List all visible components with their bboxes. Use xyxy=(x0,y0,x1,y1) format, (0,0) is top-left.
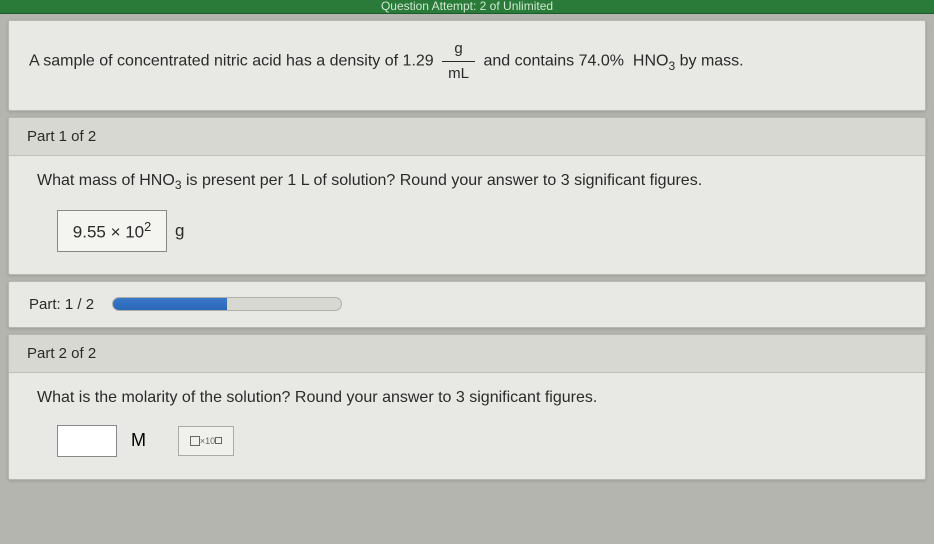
attempt-text: Question Attempt: 2 of Unlimited xyxy=(381,0,553,13)
sci-notation-button[interactable]: ×10 xyxy=(178,426,234,456)
chem-formula-base: HNO xyxy=(633,53,669,70)
question-stem-card: A sample of concentrated nitric acid has… xyxy=(8,20,926,111)
part2-body: What is the molarity of the solution? Ro… xyxy=(9,373,925,479)
part1-answer-row: 9.55 × 102 g xyxy=(57,210,905,252)
p2-pre: What is the molarity of the solution? Ro… xyxy=(37,389,456,406)
palette-label: ×10 xyxy=(200,436,215,446)
density-unit-fraction: g mL xyxy=(442,37,475,86)
p1-chem-base: HNO xyxy=(139,172,175,189)
part1-answer-input[interactable]: 9.55 × 102 xyxy=(57,210,167,252)
progress-label: Part: 1 / 2 xyxy=(29,296,94,313)
percent-value: 74.0% xyxy=(579,53,624,70)
placeholder-exp-icon xyxy=(215,437,222,444)
part2-answer-input[interactable] xyxy=(57,425,117,457)
frac-denominator: mL xyxy=(442,62,475,86)
part1-question: What mass of HNO3 is present per 1 L of … xyxy=(37,172,905,192)
stem-pre: A sample of concentrated nitric acid has… xyxy=(29,53,403,70)
part2-card: Part 2 of 2 What is the molarity of the … xyxy=(8,334,926,480)
p2-sigfigs: 3 xyxy=(456,389,465,406)
p1-unit: g xyxy=(175,221,184,241)
p1-volume: 1 L xyxy=(287,172,309,189)
part1-body: What mass of HNO3 is present per 1 L of … xyxy=(9,156,925,274)
p1-mid: is present per xyxy=(186,172,287,189)
progress-card: Part: 1 / 2 xyxy=(8,281,926,328)
p1-answer-exp: 2 xyxy=(144,219,151,234)
frac-numerator: g xyxy=(442,37,475,62)
part1-card: Part 1 of 2 What mass of HNO3 is present… xyxy=(8,117,926,275)
part2-question: What is the molarity of the solution? Ro… xyxy=(37,389,905,407)
attempt-banner: Question Attempt: 2 of Unlimited xyxy=(0,0,934,14)
placeholder-square-icon xyxy=(190,436,200,446)
part1-header: Part 1 of 2 xyxy=(9,118,925,156)
part2-answer-row: M ×10 xyxy=(57,425,905,457)
p1-pre: What mass of xyxy=(37,172,139,189)
p2-end: significant figures. xyxy=(469,389,597,406)
p1-chem-sub: 3 xyxy=(175,178,182,192)
chem-formula-sub: 3 xyxy=(668,59,675,73)
part2-header: Part 2 of 2 xyxy=(9,335,925,373)
p1-end: significant figures. xyxy=(574,172,702,189)
p2-unit: M xyxy=(131,430,146,451)
p1-answer-mantissa: 9.55 × 10 xyxy=(73,223,144,242)
question-stem: A sample of concentrated nitric acid has… xyxy=(29,37,905,86)
p1-sigfigs: 3 xyxy=(561,172,570,189)
density-value: 1.29 xyxy=(403,53,434,70)
p1-post: of solution? Round your answer to xyxy=(313,172,560,189)
stem-mid: and contains xyxy=(483,53,578,70)
progress-track xyxy=(112,297,342,311)
progress-fill xyxy=(113,298,227,310)
stem-post: by mass. xyxy=(680,53,744,70)
